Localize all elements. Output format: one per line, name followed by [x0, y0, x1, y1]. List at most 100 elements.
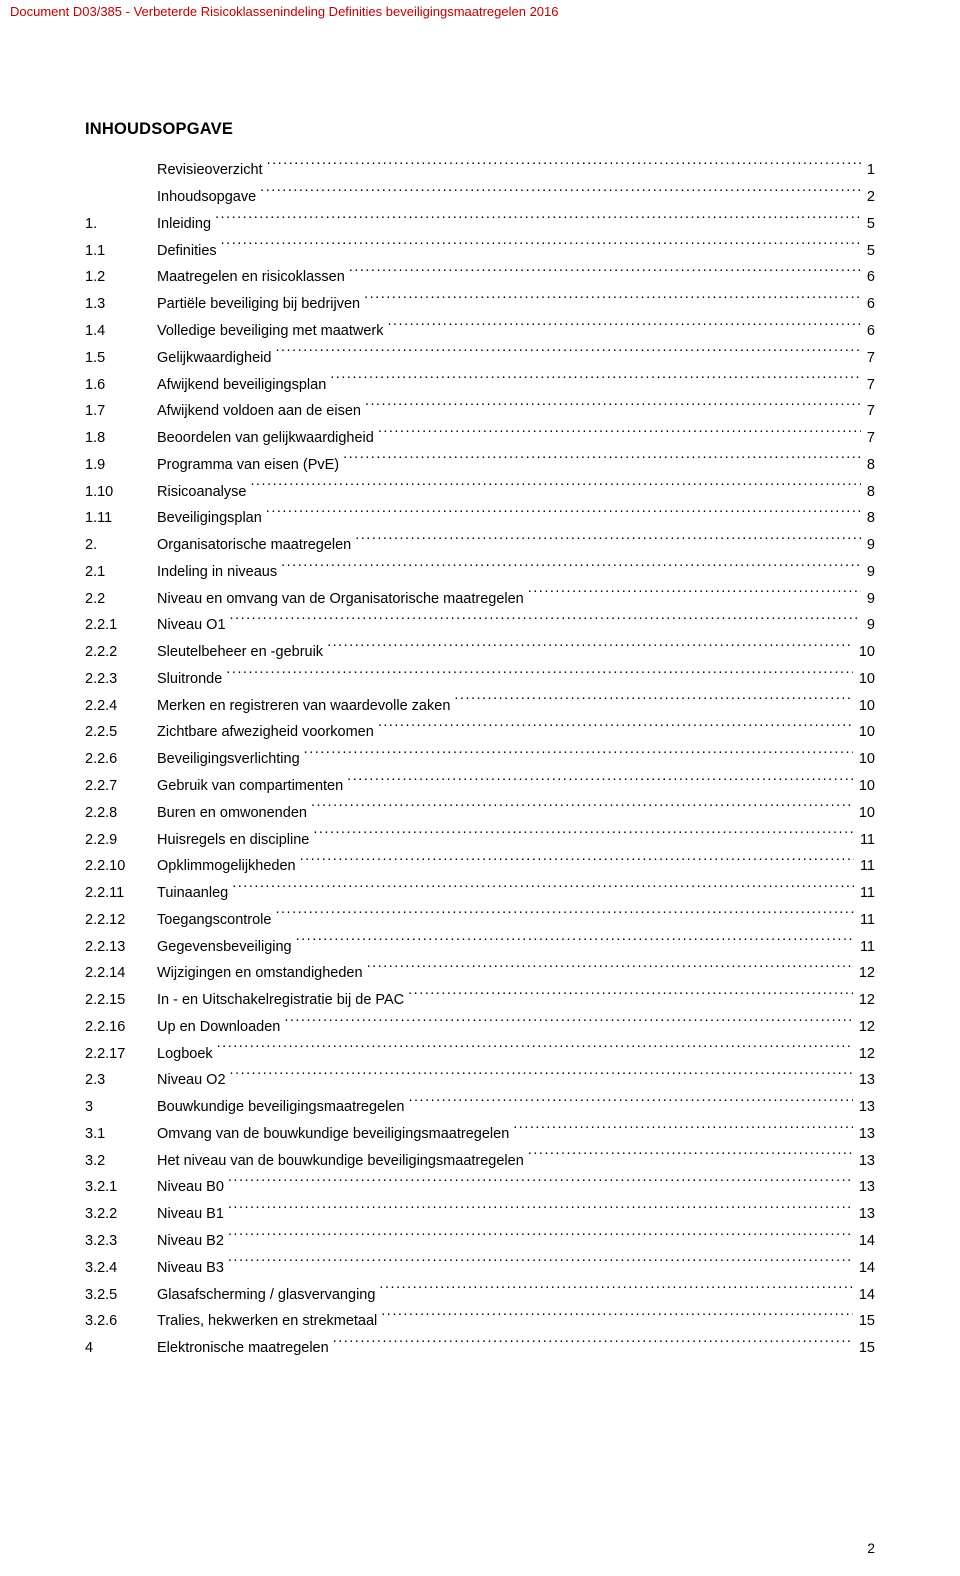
toc-leader-dots: [528, 585, 861, 602]
toc-entry: 2.2.16Up en Downloaden12: [85, 1014, 875, 1041]
toc-entry-label: Maatregelen en risicoklassen: [157, 265, 345, 290]
toc-leader-dots: [365, 398, 861, 415]
toc-entry: 3.2.1Niveau B013: [85, 1174, 875, 1201]
toc-entry: 2.2.6Beveiligingsverlichting10: [85, 746, 875, 773]
toc-entry-label: Huisregels en discipline: [157, 828, 309, 853]
toc-entry-label: Gelijkwaardigheid: [157, 346, 271, 371]
toc-entry-page: 14: [859, 1283, 875, 1308]
toc-entry-page: 6: [867, 292, 875, 317]
toc-entry-page: 11: [860, 828, 875, 853]
toc-entry-page: 11: [860, 881, 875, 906]
toc-leader-dots: [528, 1147, 853, 1164]
toc-entry-number: 3.2.4: [85, 1256, 157, 1281]
toc-entry: 1.9Programma van eisen (PvE)8: [85, 451, 875, 478]
toc-entry-label: Revisieoverzicht: [157, 158, 263, 183]
toc-entry-number: 1.5: [85, 346, 157, 371]
toc-leader-dots: [378, 425, 861, 442]
toc-entry-number: 2.2.2: [85, 640, 157, 665]
toc-entry-page: 10: [859, 747, 875, 772]
toc-entry-number: 2.2.13: [85, 935, 157, 960]
toc-leader-dots: [347, 773, 853, 790]
toc-entry-number: 1.2: [85, 265, 157, 290]
toc-leader-dots: [260, 184, 861, 201]
toc-entry-page: 9: [867, 587, 875, 612]
toc-entry-page: 13: [859, 1122, 875, 1147]
toc-entry-number: 3.2.1: [85, 1175, 157, 1200]
toc-entry-label: Programma van eisen (PvE): [157, 453, 339, 478]
toc-entry-label: Niveau B0: [157, 1175, 224, 1200]
toc-entry: 3.2Het niveau van de bouwkundige beveili…: [85, 1147, 875, 1174]
toc-entry-page: 9: [867, 613, 875, 638]
toc-leader-dots: [217, 1040, 853, 1057]
toc-entry-label: Beoordelen van gelijkwaardigheid: [157, 426, 374, 451]
toc-entry-number: 2.2.5: [85, 720, 157, 745]
toc-entry: 4Elektronische maatregelen15: [85, 1335, 875, 1362]
toc-entry: 3Bouwkundige beveiligingsmaatregelen 13: [85, 1094, 875, 1121]
toc-entry-number: 2.2.14: [85, 961, 157, 986]
toc-entry-number: 1.3: [85, 292, 157, 317]
toc-entry-label: Indeling in niveaus: [157, 560, 277, 585]
toc-entry-number: 3.1: [85, 1122, 157, 1147]
toc-entry-page: 12: [859, 1015, 875, 1040]
toc-entry: 3.2.4Niveau B314: [85, 1254, 875, 1281]
toc-entry: 2.2.14Wijzigingen en omstandigheden12: [85, 960, 875, 987]
toc-entry-page: 5: [867, 239, 875, 264]
toc-leader-dots: [330, 371, 861, 388]
toc-entry-page: 8: [867, 480, 875, 505]
toc-entry: 2.2.13Gegevensbeveiliging11: [85, 933, 875, 960]
toc-entry-number: 3.2.6: [85, 1309, 157, 1334]
toc-entry-page: 13: [859, 1095, 875, 1120]
toc-entry-label: Sleutelbeheer en -gebruik: [157, 640, 323, 665]
toc-leader-dots: [378, 719, 853, 736]
toc-entry-page: 10: [859, 640, 875, 665]
toc-entry-label: Beveiligingsplan: [157, 506, 262, 531]
toc-entry-label: Opklimmogelijkheden: [157, 854, 296, 879]
toc-entry-page: 12: [859, 961, 875, 986]
toc-leader-dots: [228, 1254, 853, 1271]
toc-entry-label: Elektronische maatregelen: [157, 1336, 329, 1361]
toc-entry-number: 1.6: [85, 373, 157, 398]
toc-entry-label: Volledige beveiliging met maatwerk: [157, 319, 384, 344]
toc-leader-dots: [333, 1335, 853, 1352]
toc-entry-page: 9: [867, 560, 875, 585]
toc-leader-dots: [296, 933, 854, 950]
toc-leader-dots: [228, 1174, 853, 1191]
toc-entry-number: 2.2: [85, 587, 157, 612]
toc-entry-number: 3.2.2: [85, 1202, 157, 1227]
toc-entry-label: Organisatorische maatregelen: [157, 533, 351, 558]
table-of-contents: Revisieoverzicht1Inhoudsopgave21.Inleidi…: [85, 157, 875, 1361]
toc-leader-dots: [228, 1228, 853, 1245]
toc-entry-label: Buren en omwonenden: [157, 801, 307, 826]
toc-entry-number: 3.2.5: [85, 1283, 157, 1308]
toc-entry: Revisieoverzicht1: [85, 157, 875, 184]
toc-entry-label: Niveau B2: [157, 1229, 224, 1254]
toc-leader-dots: [367, 960, 853, 977]
toc-leader-dots: [232, 880, 854, 897]
toc-entry-page: 12: [859, 988, 875, 1013]
toc-entry-number: 3: [85, 1095, 157, 1120]
toc-entry-label: Bouwkundige beveiligingsmaatregelen: [157, 1095, 404, 1120]
toc-entry-label: Risicoanalyse: [157, 480, 246, 505]
toc-entry-number: 2.: [85, 533, 157, 558]
toc-entry-number: 2.3: [85, 1068, 157, 1093]
toc-leader-dots: [454, 692, 852, 709]
toc-entry-number: 2.2.7: [85, 774, 157, 799]
toc-entry-page: 6: [867, 265, 875, 290]
toc-entry-number: 2.2.11: [85, 881, 157, 906]
toc-leader-dots: [388, 318, 861, 335]
toc-entry-page: 10: [859, 774, 875, 799]
toc-entry-number: 2.2.1: [85, 613, 157, 638]
toc-entry-page: 11: [860, 935, 875, 960]
toc-entry-number: 1.11: [85, 506, 157, 531]
toc-entry-label: Afwijkend beveiligingsplan: [157, 373, 326, 398]
toc-entry-label: Niveau en omvang van de Organisatorische…: [157, 587, 524, 612]
toc-entry-page: 10: [859, 801, 875, 826]
toc-entry-number: 2.2.17: [85, 1042, 157, 1067]
toc-entry-page: 7: [867, 373, 875, 398]
toc-entry: 2.2.7Gebruik van compartimenten10: [85, 773, 875, 800]
toc-entry-page: 10: [859, 720, 875, 745]
toc-entry-page: 5: [867, 212, 875, 237]
toc-entry-label: Toegangscontrole: [157, 908, 271, 933]
toc-leader-dots: [275, 344, 860, 361]
toc-leader-dots: [215, 211, 861, 228]
